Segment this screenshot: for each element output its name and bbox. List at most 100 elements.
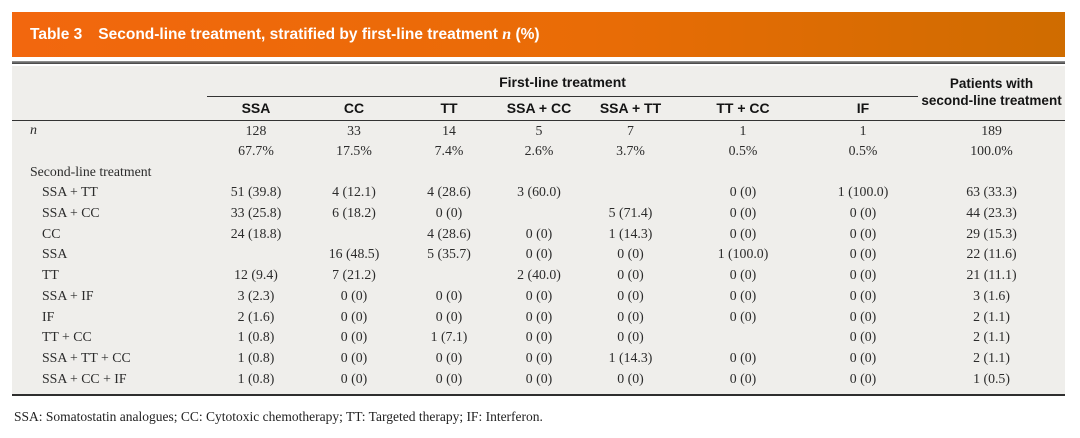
- footnote: SSA: Somatostatin analogues; CC: Cytotox…: [14, 409, 543, 424]
- cell-value: 33: [347, 122, 361, 138]
- cell-value: 1 (7.1): [430, 329, 468, 345]
- column-header-row: SSA CC TT SSA + CC SSA + TT TT + CC IF: [12, 96, 1065, 121]
- table-row: SSA + TT + CC 1 (0.8) 0 (0) 0 (0) 0 (0) …: [12, 348, 1065, 369]
- column-header-tt-cc: TT + CC: [678, 96, 808, 121]
- cell-value: 67.7%: [238, 143, 274, 159]
- row-label: SSA: [42, 246, 68, 262]
- cell-value: 3 (2.3): [237, 287, 275, 303]
- table-row: TT + CC 1 (0.8) 0 (0) 1 (7.1) 0 (0) 0 (0…: [12, 327, 1065, 348]
- cell-total: 1 (0.5): [973, 370, 1010, 386]
- column-header-if: IF: [808, 96, 919, 121]
- cell-value: 0 (0): [729, 370, 757, 386]
- cell-value: 0 (0): [525, 287, 553, 303]
- cell-value: 0 (0): [525, 349, 553, 365]
- patients-header-line1: Patients with: [949, 75, 1034, 91]
- row-label: TT + CC: [42, 329, 92, 345]
- column-header-cc: CC: [305, 96, 403, 121]
- column-header-ssa-cc: SSA + CC: [495, 96, 583, 121]
- cell-total: 22 (11.6): [966, 246, 1017, 262]
- cell-value: 1: [739, 122, 747, 138]
- column-header-tt: TT: [403, 96, 495, 121]
- cell-value: 0 (0): [525, 308, 553, 324]
- cell-total: 2 (1.1): [973, 329, 1010, 345]
- cell-value: 2 (40.0): [517, 267, 561, 283]
- section-label: Second-line treatment: [30, 163, 152, 179]
- horizontal-rule: [12, 61, 1065, 64]
- cell-value: 0 (0): [340, 349, 368, 365]
- group-header-row: First-line treatment Patients with secon…: [12, 66, 1066, 121]
- table-row: IF 2 (1.6) 0 (0) 0 (0) 0 (0) 0 (0) 0 (0)…: [12, 306, 1065, 327]
- cell-value: 1 (100.0): [717, 246, 769, 262]
- cell-value: 0.5%: [848, 143, 878, 159]
- cell-value: 3.7%: [616, 143, 645, 159]
- cell-value: [207, 244, 305, 265]
- cell-value: 0 (0): [849, 370, 877, 386]
- cell-value: 0 (0): [729, 287, 757, 303]
- cell-value: 0 (0): [729, 205, 757, 221]
- cell-value: 0 (0): [617, 287, 644, 303]
- cell-value: 24 (18.8): [230, 225, 282, 241]
- cell-value: 1 (100.0): [837, 184, 889, 200]
- cell-total: 21 (11.1): [966, 267, 1017, 283]
- row-label: SSA + CC: [42, 205, 100, 221]
- cell-total: 2 (1.1): [973, 308, 1010, 324]
- cell-value: 0 (0): [729, 308, 757, 324]
- table-title-bar: Table 3 Second-line treatment, stratified…: [12, 12, 1065, 57]
- cell-value: 6 (18.2): [332, 205, 376, 221]
- cell-value: 17.5%: [336, 143, 372, 159]
- table-title-text: Second-line treatment, stratified by fir…: [98, 26, 498, 43]
- cell-value: 0 (0): [729, 349, 757, 365]
- cell-total: 2 (1.1): [973, 349, 1010, 365]
- cell-value: 5 (71.4): [608, 205, 653, 221]
- table-number: Table 3: [30, 26, 83, 43]
- cell-value: [403, 265, 495, 286]
- section-empty-cells: [207, 161, 1065, 182]
- table-row: CC 24 (18.8) 4 (28.6) 0 (0) 1 (14.3) 0 (…: [12, 223, 1065, 244]
- cell-value: 0 (0): [340, 329, 368, 345]
- cell-total: 3 (1.6): [973, 287, 1010, 303]
- cell-value: 0 (0): [849, 225, 877, 241]
- column-header-ssa: SSA: [207, 96, 305, 121]
- cell-value: [583, 182, 678, 203]
- cell-value: 0 (0): [340, 370, 368, 386]
- n-row: n 128 33 14 5 7 1 1 189: [12, 120, 1065, 141]
- row-label: SSA + CC + IF: [42, 370, 127, 386]
- cell-value: 1 (0.8): [237, 370, 275, 386]
- cell-value: 4 (28.6): [427, 184, 471, 200]
- table-row: SSA + CC + IF 1 (0.8) 0 (0) 0 (0) 0 (0) …: [12, 368, 1065, 389]
- cell-value: 0 (0): [849, 267, 877, 283]
- table-row: SSA + IF 3 (2.3) 0 (0) 0 (0) 0 (0) 0 (0)…: [12, 286, 1065, 307]
- cell-value: 7: [627, 122, 634, 138]
- cell-total: 29 (15.3): [966, 225, 1017, 241]
- cell-value: 0 (0): [617, 329, 644, 345]
- row-label: TT: [42, 267, 59, 283]
- treatment-rows: n 128 33 14 5 7 1 1 189 67.7% 17.5% 7.4%…: [12, 120, 1065, 389]
- cell-value: 3 (60.0): [517, 184, 561, 200]
- table-row: TT 12 (9.4) 7 (21.2) 2 (40.0) 0 (0) 0 (0…: [12, 265, 1065, 286]
- cell-value: 14: [442, 122, 456, 138]
- cell-value: 0 (0): [525, 225, 553, 241]
- cell-total: 63 (33.3): [966, 184, 1017, 200]
- cell-value: 1 (14.3): [608, 349, 653, 365]
- cell-total: 189: [981, 122, 1002, 138]
- cell-value: 0 (0): [849, 287, 877, 303]
- column-header-ssa-tt: SSA + TT: [583, 96, 678, 121]
- treatment-table: First-line treatment Patients with secon…: [12, 66, 1066, 389]
- cell-value: 12 (9.4): [234, 267, 278, 283]
- row-label: SSA + TT: [42, 184, 98, 200]
- cell-value: 0 (0): [849, 246, 877, 262]
- cell-value: 0 (0): [435, 308, 463, 324]
- table-panel: First-line treatment Patients with secon…: [12, 66, 1066, 396]
- section-row: Second-line treatment: [12, 161, 1065, 182]
- cell-value: 0 (0): [729, 184, 757, 200]
- cell-value: 0 (0): [435, 349, 463, 365]
- cell-value: 1 (0.8): [237, 329, 275, 345]
- cell-value: 0 (0): [525, 329, 553, 345]
- cell-value: 1 (0.8): [237, 349, 275, 365]
- cell-value: 0 (0): [729, 267, 757, 283]
- cell-value: 4 (12.1): [332, 184, 376, 200]
- row-label: [12, 141, 207, 162]
- cell-value: 0 (0): [849, 308, 877, 324]
- cell-value: 0 (0): [340, 287, 368, 303]
- table-row: SSA 16 (48.5) 5 (35.7) 0 (0) 0 (0) 1 (10…: [12, 244, 1065, 265]
